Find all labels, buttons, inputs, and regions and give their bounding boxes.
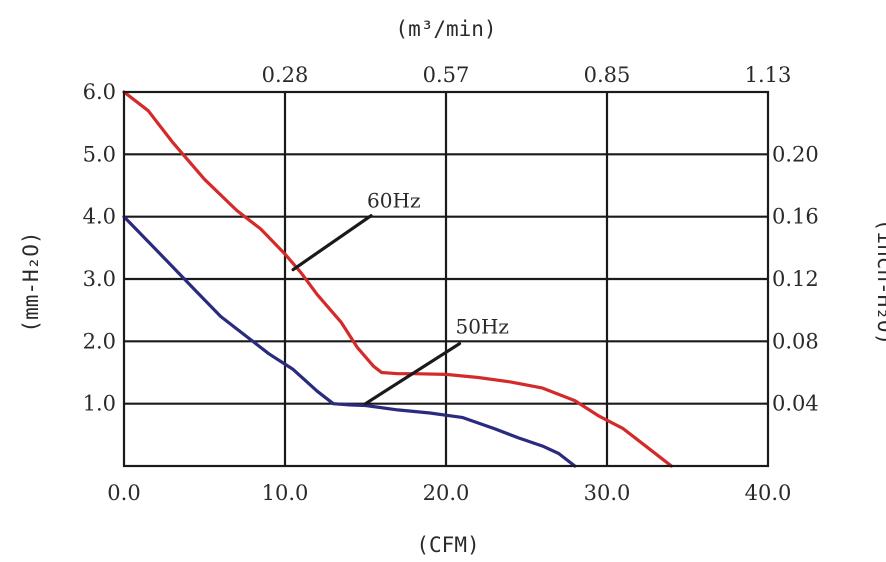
y-tick-label: 4.0 bbox=[83, 205, 116, 229]
right-y-tick-label: 0.12 bbox=[772, 267, 819, 291]
x-tick-label: 0.0 bbox=[107, 481, 140, 505]
x-tick-label: 40.0 bbox=[745, 481, 792, 505]
series-line-50hz bbox=[122, 215, 577, 468]
plot-frame bbox=[122, 90, 770, 468]
series-layer bbox=[122, 90, 674, 468]
annotation-label-60hz: 60Hz bbox=[367, 189, 420, 213]
y-tick-label: 5.0 bbox=[83, 142, 116, 166]
x-axis-title: (CFM) bbox=[416, 533, 479, 557]
x-tick-label: 20.0 bbox=[423, 481, 470, 505]
top-x-tick-label: 0.57 bbox=[423, 63, 470, 87]
right-y-tick-label: 0.04 bbox=[772, 392, 819, 416]
annotation-label-50hz: 50Hz bbox=[456, 315, 509, 339]
annotation-leader-50hz bbox=[363, 342, 462, 406]
right-axis-title: (inch-H₂O) bbox=[873, 219, 886, 345]
top-x-tick-label: 0.28 bbox=[262, 63, 309, 87]
right-y-tick-label: 0.16 bbox=[772, 205, 819, 229]
top-axis-title: (m³/min) bbox=[395, 17, 496, 41]
right-y-tick-label: 0.20 bbox=[772, 142, 819, 166]
top-x-tick-label: 1.13 bbox=[745, 63, 792, 87]
tick-label-layer: 0.0 10.0 20.0 30.0 40.0 0.28 0.57 0.85 1.13 1.0 2.… bbox=[83, 63, 819, 505]
y-axis-title: (mm-H₂O) bbox=[19, 231, 43, 332]
x-tick-label: 30.0 bbox=[584, 481, 631, 505]
annotation-leader-60hz bbox=[291, 214, 373, 272]
y-tick-label: 3.0 bbox=[83, 267, 116, 291]
y-tick-label: 2.0 bbox=[83, 329, 116, 353]
right-y-tick-label: 0.08 bbox=[772, 329, 819, 353]
top-x-tick-label: 0.85 bbox=[584, 63, 631, 87]
grid-layer bbox=[124, 92, 768, 466]
annotation-layer: 60Hz 50Hz bbox=[291, 189, 509, 406]
y-tick-label: 1.0 bbox=[83, 392, 116, 416]
x-tick-label: 10.0 bbox=[262, 481, 309, 505]
series-line-60hz bbox=[122, 90, 674, 468]
y-tick-label: 6.0 bbox=[83, 80, 116, 104]
